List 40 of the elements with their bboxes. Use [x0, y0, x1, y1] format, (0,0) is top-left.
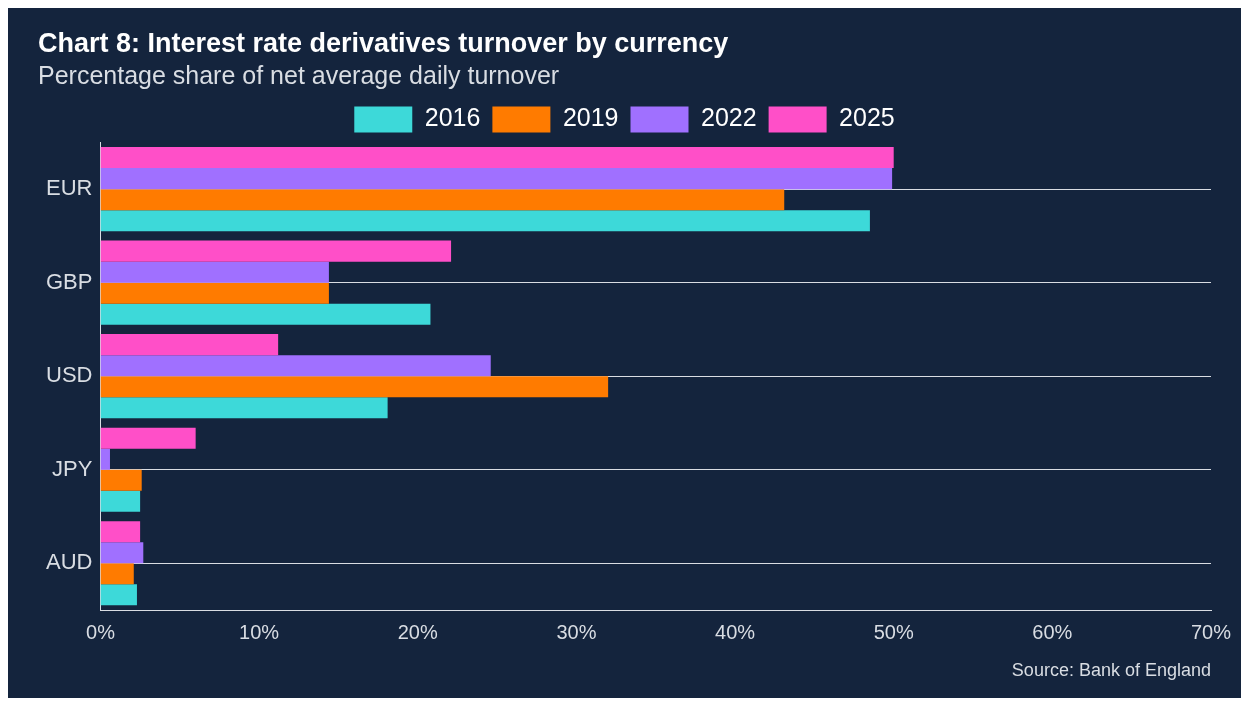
bar [100, 397, 388, 419]
y-tick-label: JPY [52, 455, 93, 481]
bar [100, 189, 785, 211]
legend-label: 2019 [562, 103, 619, 132]
bar [100, 147, 894, 169]
bar [100, 376, 609, 398]
y-tick-label: GBP [45, 268, 93, 294]
source-note: Source: Bank of England [1011, 659, 1211, 680]
x-tick-label: 70% [1190, 620, 1232, 643]
bar [100, 490, 141, 512]
x-tick-label: 60% [1032, 620, 1073, 643]
bar [100, 282, 329, 304]
bar [100, 334, 279, 356]
bar [100, 355, 491, 377]
y-tick-label: AUD [46, 549, 93, 575]
bar [100, 240, 452, 262]
bar [100, 584, 137, 606]
legend-label: 2016 [424, 103, 481, 132]
bar [100, 448, 110, 470]
chart-subtitle: Percentage share of net average daily turnover [38, 61, 560, 90]
bar [100, 521, 141, 543]
bar [100, 261, 329, 283]
x-tick-label: 20% [397, 620, 438, 643]
y-tick-label: USD [46, 362, 93, 388]
bar [100, 210, 870, 232]
bar [100, 427, 196, 449]
bar [100, 469, 142, 491]
x-tick-label: 50% [873, 620, 914, 643]
chart-title: Chart 8: Interest rate derivatives turnover by currency [38, 27, 729, 58]
x-tick-label: 0% [86, 620, 116, 643]
y-tick-label: EUR [46, 175, 93, 201]
bar [100, 542, 144, 564]
x-tick-label: 30% [556, 620, 597, 643]
x-tick-label: 40% [715, 620, 756, 643]
bar [100, 563, 134, 585]
x-tick-label: 10% [239, 620, 280, 643]
legend-label: 2025 [839, 103, 895, 132]
legend-label: 2022 [701, 103, 757, 132]
bar [100, 303, 431, 325]
bar [100, 168, 893, 190]
